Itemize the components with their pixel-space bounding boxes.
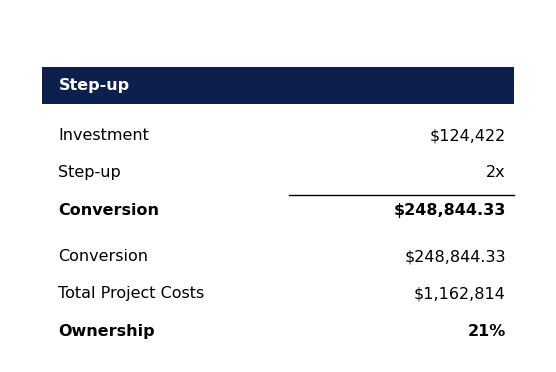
Text: Conversion: Conversion <box>58 203 160 218</box>
Text: Investment: Investment <box>58 128 149 143</box>
FancyBboxPatch shape <box>42 67 514 104</box>
Text: Total Project Costs: Total Project Costs <box>58 286 205 301</box>
Text: $124,422: $124,422 <box>430 128 506 143</box>
Text: $1,162,814: $1,162,814 <box>414 286 506 301</box>
Text: 2x: 2x <box>486 166 506 180</box>
Text: $248,844.33: $248,844.33 <box>394 203 506 218</box>
Text: Step-up: Step-up <box>58 166 121 180</box>
Text: Step-up: Step-up <box>58 78 130 93</box>
Text: Ownership: Ownership <box>58 324 155 339</box>
Text: Conversion: Conversion <box>58 249 148 264</box>
Text: $248,844.33: $248,844.33 <box>404 249 506 264</box>
Text: 21%: 21% <box>468 324 506 339</box>
